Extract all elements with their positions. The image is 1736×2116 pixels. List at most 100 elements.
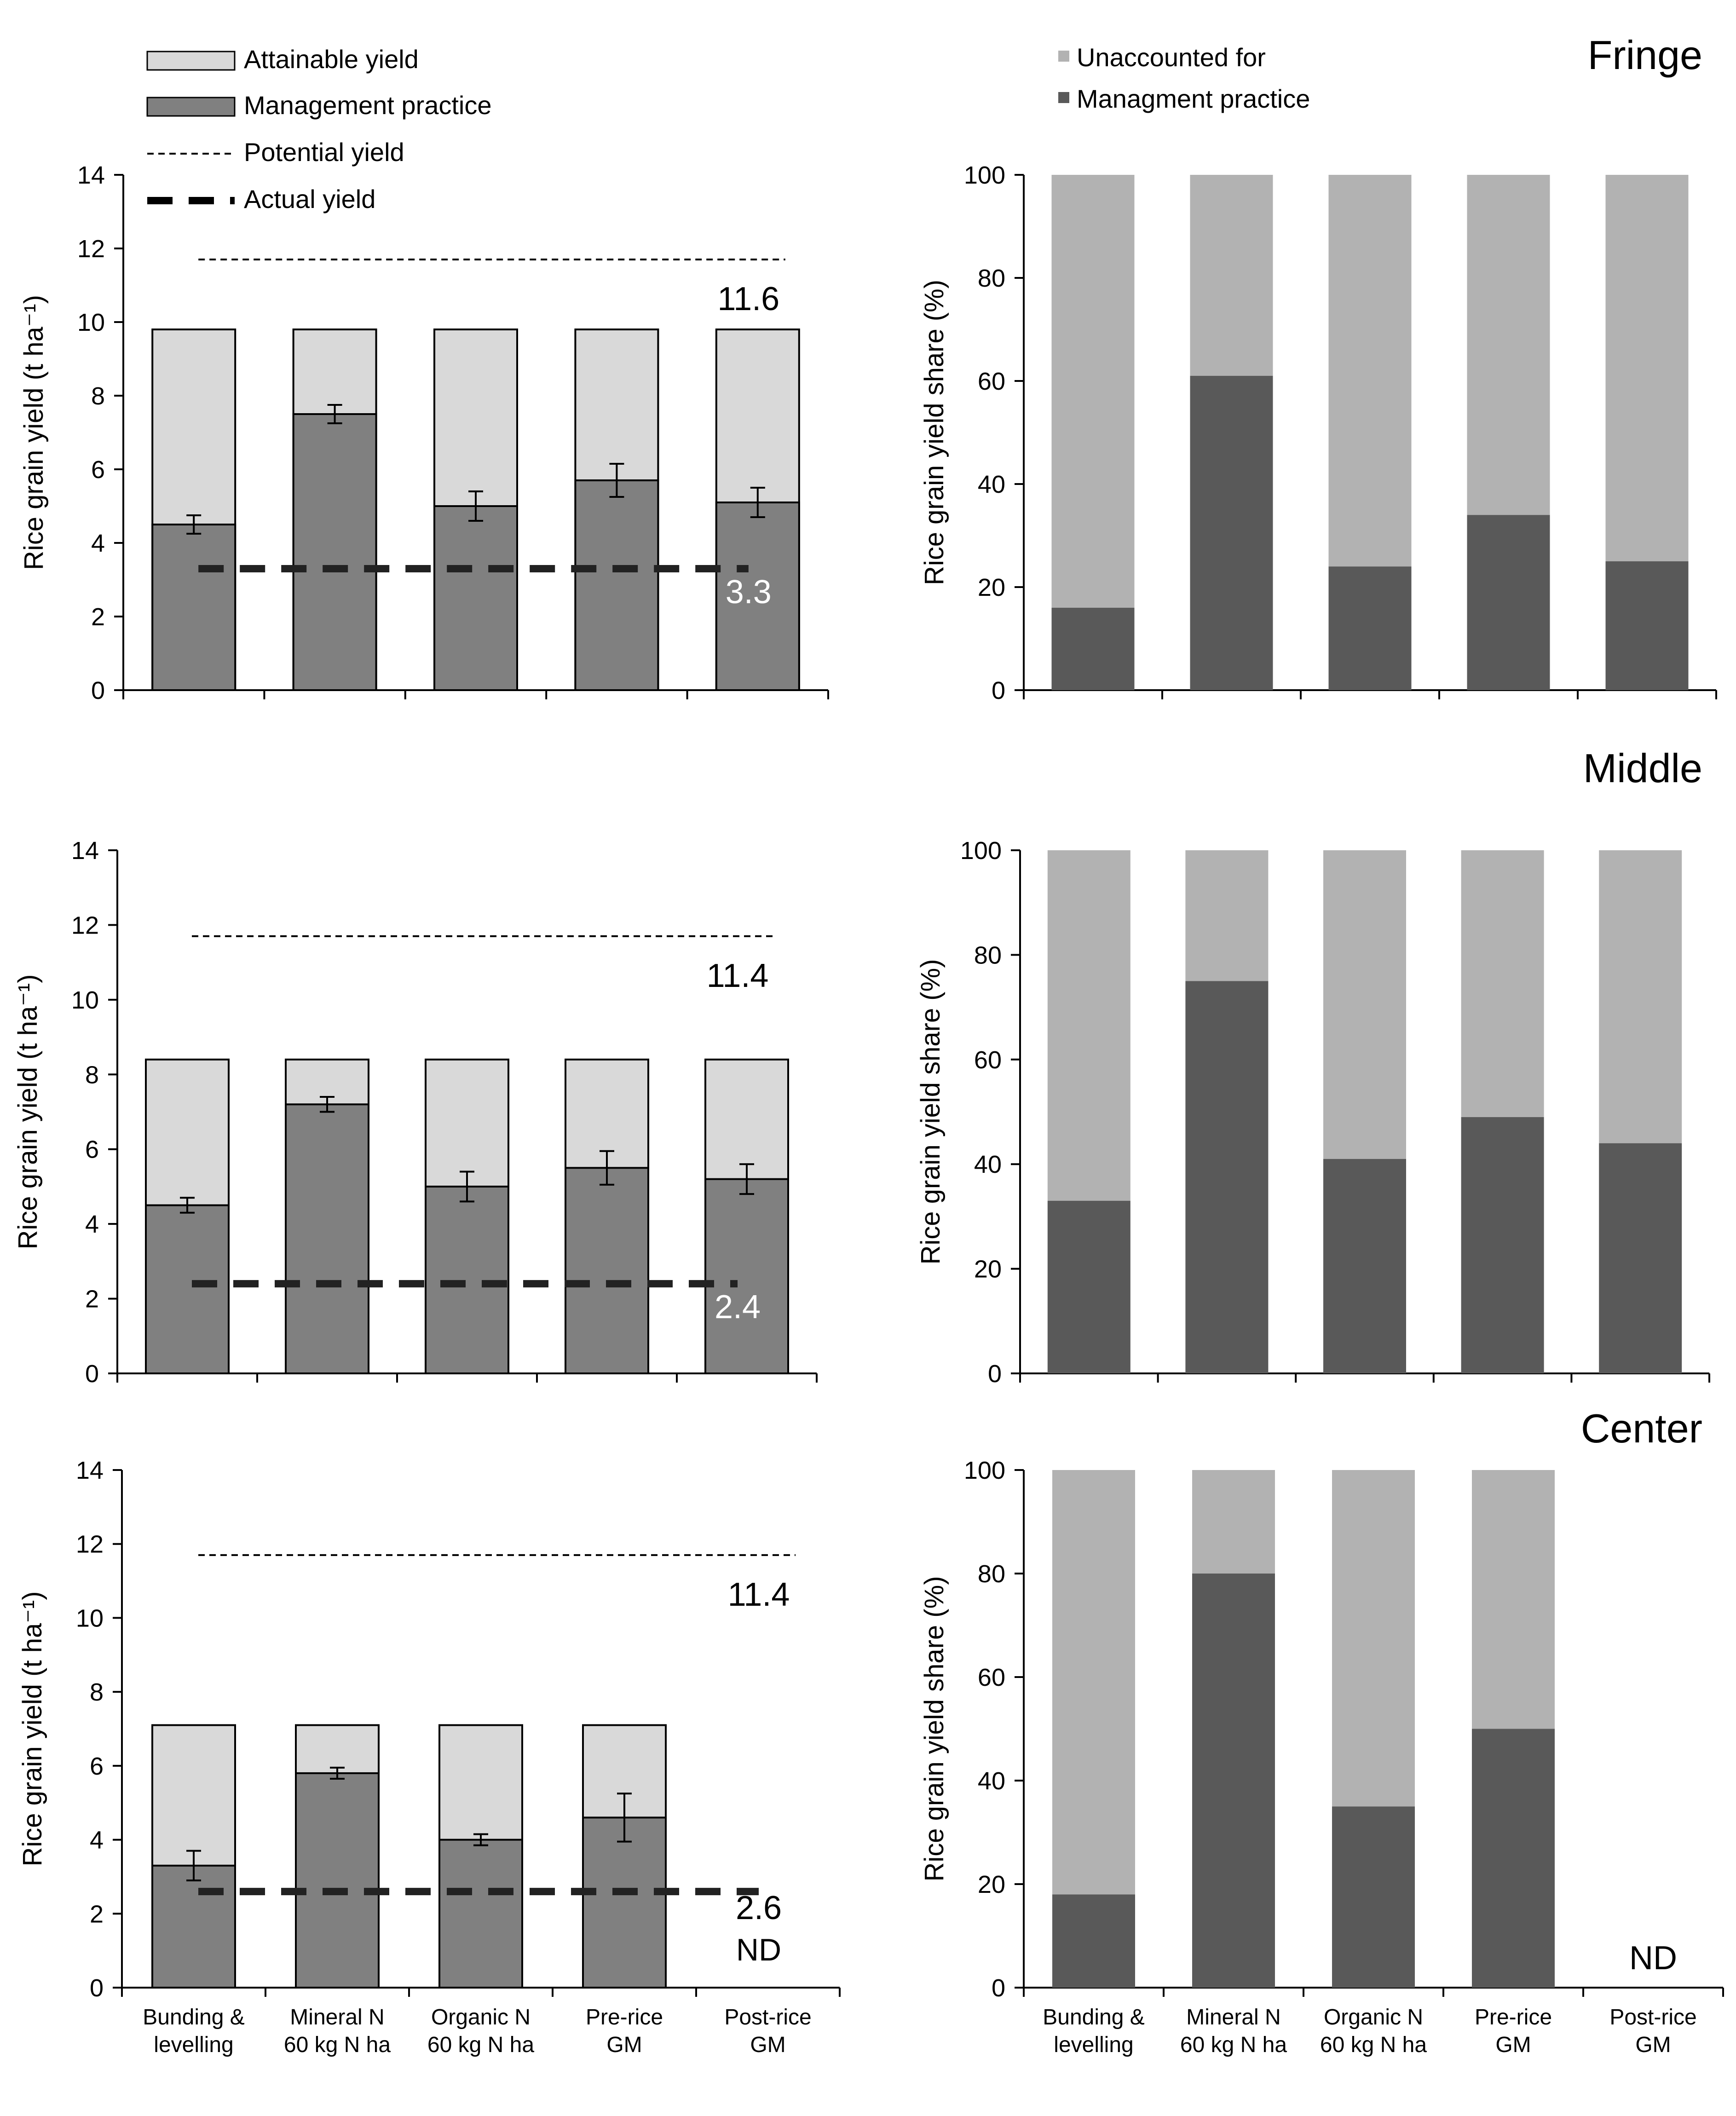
- y-tick-label: 100: [960, 837, 1002, 865]
- y-tick-label: 2: [91, 603, 105, 631]
- bar-management: [145, 1204, 230, 1374]
- y-tick-label: 10: [77, 309, 105, 336]
- bar-managment-share: [1323, 1159, 1406, 1373]
- x-category-label: Mineral N: [1186, 2005, 1280, 2030]
- bar-managment-share: [1605, 561, 1689, 690]
- y-tick-label: 12: [77, 235, 105, 263]
- actual-yield-label: 2.6: [736, 1890, 782, 1926]
- y-tick-label: 12: [71, 911, 99, 939]
- y-tick-label: 6: [91, 456, 105, 484]
- y-tick-label: 4: [85, 1211, 99, 1238]
- potential-yield-label: 11.4: [728, 1576, 790, 1613]
- x-category-label: Pre-rice: [1475, 2005, 1552, 2030]
- y-tick-label: 80: [978, 1560, 1005, 1588]
- y-tick-label: 4: [90, 1827, 104, 1854]
- x-category-label: Pre-rice: [586, 2005, 663, 2030]
- y-tick-label: 40: [978, 1767, 1005, 1795]
- missing-data-label: ND: [736, 1932, 781, 1967]
- legend-managment-swatch: [1058, 92, 1069, 103]
- bar-managment-share: [1047, 1200, 1130, 1373]
- y-axis-label: Rice grain yield (t ha⁻¹): [19, 295, 49, 570]
- actual-yield-label: 2.4: [715, 1289, 761, 1326]
- y-tick-label: 10: [71, 986, 99, 1014]
- x-category-label: Organic N: [1324, 2005, 1423, 2030]
- panel-title: Fringe: [1588, 32, 1702, 78]
- potential-yield-label: 11.4: [707, 957, 769, 994]
- y-tick-label: 0: [85, 1360, 99, 1388]
- y-tick-label: 100: [964, 161, 1005, 189]
- x-category-label: GM: [750, 2033, 785, 2057]
- bar-unaccounted: [1190, 175, 1273, 376]
- bar-unaccounted: [1461, 850, 1544, 1117]
- chart-middle-yield: 0 2 4 6 8 10 12 14 Rice grain yield (t ha⁻¹) 11.4…: [13, 837, 818, 1388]
- y-tick-label: 14: [77, 161, 105, 189]
- bar-unaccounted: [1051, 175, 1135, 608]
- x-category-label: GM: [1495, 2033, 1531, 2057]
- x-category-label: 60 kg N ha: [1180, 2033, 1287, 2057]
- bar-management: [433, 505, 518, 691]
- y-tick-label: 0: [992, 1974, 1005, 2002]
- actual-yield-label: 3.3: [726, 574, 772, 611]
- panel-title: Center: [1581, 1406, 1702, 1451]
- y-tick-label: 8: [90, 1678, 104, 1706]
- y-tick-label: 14: [71, 837, 99, 865]
- y-tick-label: 14: [76, 1457, 104, 1484]
- y-tick-label: 4: [91, 530, 105, 557]
- x-category-label: Bunding &: [1043, 2005, 1145, 2030]
- bar-unaccounted: [1467, 175, 1550, 515]
- y-tick-label: 0: [91, 677, 105, 704]
- x-category-label: levelling: [1054, 2033, 1133, 2057]
- bar-management: [295, 1772, 380, 1989]
- y-tick-label: 20: [974, 1256, 1002, 1283]
- panel-title: Middle: [1583, 745, 1702, 791]
- x-category-label: levelling: [154, 2033, 233, 2057]
- legend-attainable-label: Attainable yield: [244, 45, 419, 74]
- bar-management: [704, 1178, 789, 1375]
- y-tick-label: 0: [90, 1974, 104, 2002]
- y-tick-label: 0: [988, 1360, 1002, 1388]
- bar-management: [425, 1185, 509, 1374]
- bar-management: [438, 1839, 523, 1989]
- bar-managment-share: [1185, 981, 1269, 1373]
- legend-potential-label: Potential yield: [244, 138, 404, 167]
- legend-management-label: Management practice: [244, 91, 492, 120]
- bar-management: [565, 1167, 649, 1375]
- bar-managment-share: [1461, 1117, 1544, 1373]
- bar-managment-share: [1190, 375, 1273, 690]
- x-category-label: Organic N: [431, 2005, 531, 2030]
- y-tick-label: 20: [978, 1871, 1005, 1898]
- y-tick-label: 6: [85, 1136, 99, 1164]
- bar-unaccounted: [1047, 850, 1130, 1201]
- y-tick-label: 2: [85, 1286, 99, 1313]
- y-tick-label: 0: [992, 677, 1005, 704]
- bar-unaccounted: [1472, 1470, 1555, 1729]
- y-axis-label: Rice grain yield (t ha⁻¹): [17, 1591, 47, 1867]
- y-tick-label: 60: [978, 1664, 1005, 1691]
- x-category-label: 60 kg N ha: [427, 2033, 534, 2057]
- chart-center-yield: 0 2 4 6 8 10 12 14 Rice grain yield (t ha⁻¹) 11.4…: [17, 1457, 841, 2057]
- bar-management: [715, 502, 800, 691]
- y-tick-label: 60: [974, 1046, 1002, 1074]
- x-category-label: GM: [606, 2033, 642, 2057]
- bar-managment-share: [1192, 1574, 1275, 1988]
- bar-unaccounted: [1599, 850, 1682, 1143]
- x-category-label: Post-rice: [1609, 2005, 1696, 2030]
- bar-managment-share: [1328, 566, 1412, 690]
- x-category-label: 60 kg N ha: [284, 2033, 391, 2057]
- y-tick-label: 12: [76, 1531, 104, 1558]
- bar-managment-share: [1051, 607, 1135, 690]
- y-tick-label: 60: [978, 368, 1005, 395]
- y-tick-label: 20: [978, 574, 1005, 601]
- legend-unaccounted-label: Unaccounted for: [1077, 43, 1266, 72]
- left-legend: Attainable yield Management practice Pot…: [146, 45, 492, 213]
- legend-unaccounted-swatch: [1058, 51, 1069, 62]
- y-axis-label: Rice grain yield (t ha⁻¹): [13, 974, 43, 1250]
- right-legend: Unaccounted for Managment practice: [1058, 43, 1310, 113]
- chart-fringe-share: 0 20 40 60 80 100 Rice grain yield share (%) Fr…: [919, 32, 1717, 704]
- x-category-label: Post-rice: [724, 2005, 811, 2030]
- bar-managment-share: [1472, 1729, 1555, 1988]
- y-axis-label: Rice grain yield share (%): [919, 1576, 949, 1881]
- legend-management-swatch: [146, 97, 236, 117]
